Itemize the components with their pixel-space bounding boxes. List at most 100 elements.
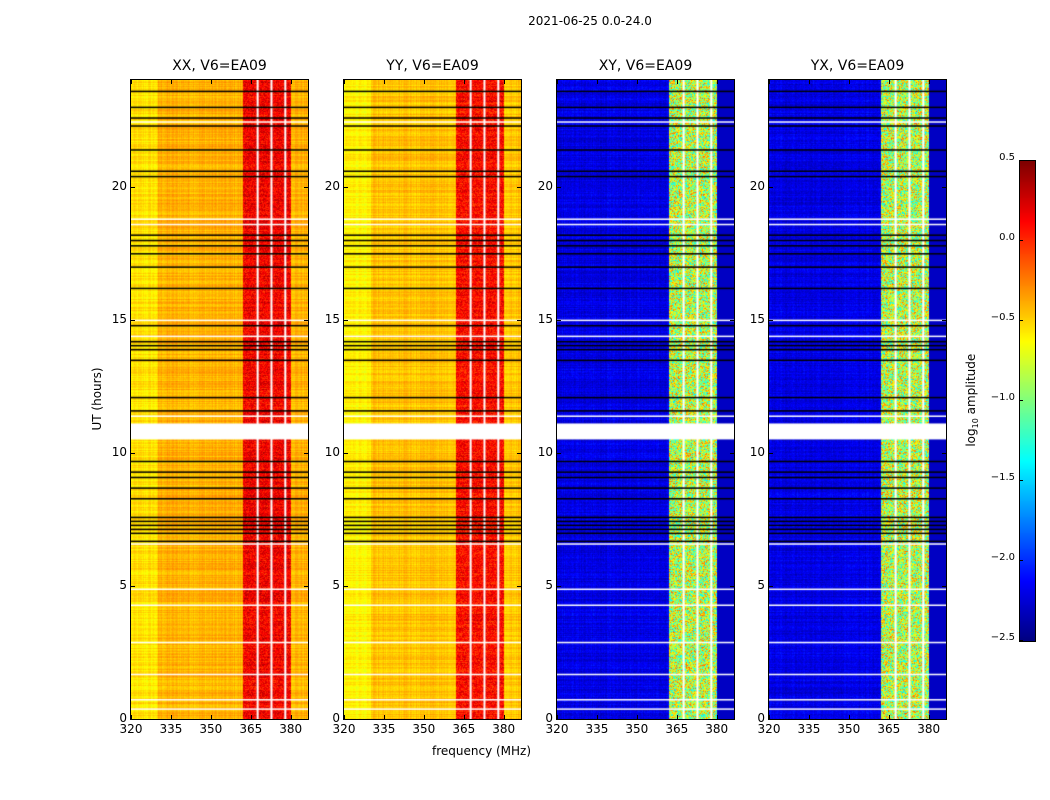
x-tick (888, 80, 890, 84)
x-tick (344, 80, 345, 84)
x-tick-label: 380 (917, 722, 941, 736)
y-tick-label: 20 (537, 178, 553, 193)
y-tick (517, 719, 521, 720)
panel-title: XX, V6=EA09 (172, 58, 267, 74)
x-tick-label: 365 (239, 722, 263, 736)
y-tick (131, 585, 135, 587)
y-tick (730, 585, 734, 587)
panel-title: YY, V6=EA09 (386, 58, 479, 74)
y-tick (344, 719, 348, 720)
x-tick (928, 715, 930, 719)
x-tick-label: 320 (332, 722, 356, 736)
x-tick (808, 715, 810, 719)
x-tick-label: 350 (625, 722, 649, 736)
y-tick (517, 319, 521, 321)
x-tick (170, 80, 172, 84)
y-tick-label: 5 (119, 577, 127, 592)
y-tick-label: 15 (111, 311, 127, 326)
x-tick (463, 715, 465, 719)
x-tick (848, 80, 850, 84)
x-tick (557, 715, 558, 719)
y-tick (344, 319, 348, 321)
y-tick (344, 186, 348, 188)
y-tick (557, 719, 561, 720)
x-tick-label: 350 (837, 722, 861, 736)
x-tick (503, 715, 505, 719)
y-tick (344, 452, 348, 454)
heatmap-image (344, 80, 521, 719)
y-tick (131, 186, 135, 188)
y-tick (517, 186, 521, 188)
x-tick (848, 715, 850, 719)
colorbar-label-subscript: 10 (971, 418, 981, 429)
y-tick (730, 719, 734, 720)
x-tick (557, 80, 558, 84)
y-tick (730, 319, 734, 321)
y-tick (304, 452, 308, 454)
x-tick-label: 320 (545, 722, 569, 736)
x-tick (716, 80, 718, 84)
y-tick (942, 585, 946, 587)
x-tick-label: 365 (877, 722, 901, 736)
x-tick (928, 80, 930, 84)
y-tick (769, 719, 773, 720)
y-tick (942, 719, 946, 720)
x-tick (131, 715, 132, 719)
x-tick (636, 715, 638, 719)
y-tick (557, 452, 561, 454)
y-tick-label: 0 (119, 711, 127, 725)
y-tick (557, 585, 561, 587)
x-tick-label: 320 (119, 722, 143, 736)
figure-title: 2021-06-25 0.0-24.0 (528, 14, 652, 28)
x-tick-label: 350 (199, 722, 223, 736)
colorbar-tick (1019, 560, 1023, 561)
x-tick (769, 80, 770, 84)
x-tick (463, 80, 465, 84)
y-tick-label: 15 (537, 311, 553, 326)
y-tick (769, 585, 773, 587)
x-tick (290, 715, 292, 719)
y-tick-label: 20 (749, 178, 765, 193)
x-tick-label: 335 (585, 722, 609, 736)
colorbar-tick (1019, 160, 1023, 161)
y-tick-label: 0 (332, 711, 340, 725)
y-tick (557, 186, 561, 188)
y-tick (730, 452, 734, 454)
x-tick (290, 80, 292, 84)
colorbar (1019, 160, 1036, 642)
y-tick (304, 319, 308, 321)
x-tick-label: 380 (492, 722, 516, 736)
colorbar-tick-label: −2.5 (990, 632, 1015, 643)
colorbar-tick-label: −1.0 (990, 392, 1015, 403)
y-tick-label: 5 (332, 577, 340, 592)
y-tick-label: 20 (111, 178, 127, 193)
y-tick-label: 10 (749, 444, 765, 459)
y-tick (942, 186, 946, 188)
colorbar-tick-label: 0.0 (999, 232, 1015, 243)
x-tick (888, 715, 890, 719)
x-tick (423, 80, 425, 84)
x-tick (250, 80, 252, 84)
y-tick (769, 319, 773, 321)
x-axis-label: frequency (MHz) (432, 744, 532, 758)
x-tick-label: 380 (279, 722, 303, 736)
y-tick (517, 452, 521, 454)
x-tick (250, 715, 252, 719)
y-tick (730, 186, 734, 188)
panel-title: YX, V6=EA09 (810, 58, 905, 74)
y-tick-label: 10 (324, 444, 340, 459)
x-tick (344, 715, 345, 719)
x-tick (676, 80, 678, 84)
y-tick (131, 452, 135, 454)
y-tick-label: 10 (537, 444, 553, 459)
x-tick-label: 365 (665, 722, 689, 736)
colorbar-tick-label: 0.5 (999, 152, 1015, 163)
x-tick (423, 715, 425, 719)
x-tick-label: 365 (452, 722, 476, 736)
x-tick-label: 335 (159, 722, 183, 736)
x-tick-label: 350 (412, 722, 436, 736)
x-tick (131, 80, 132, 84)
y-tick-label: 0 (757, 711, 765, 725)
colorbar-tick (1019, 480, 1023, 481)
y-tick (517, 585, 521, 587)
